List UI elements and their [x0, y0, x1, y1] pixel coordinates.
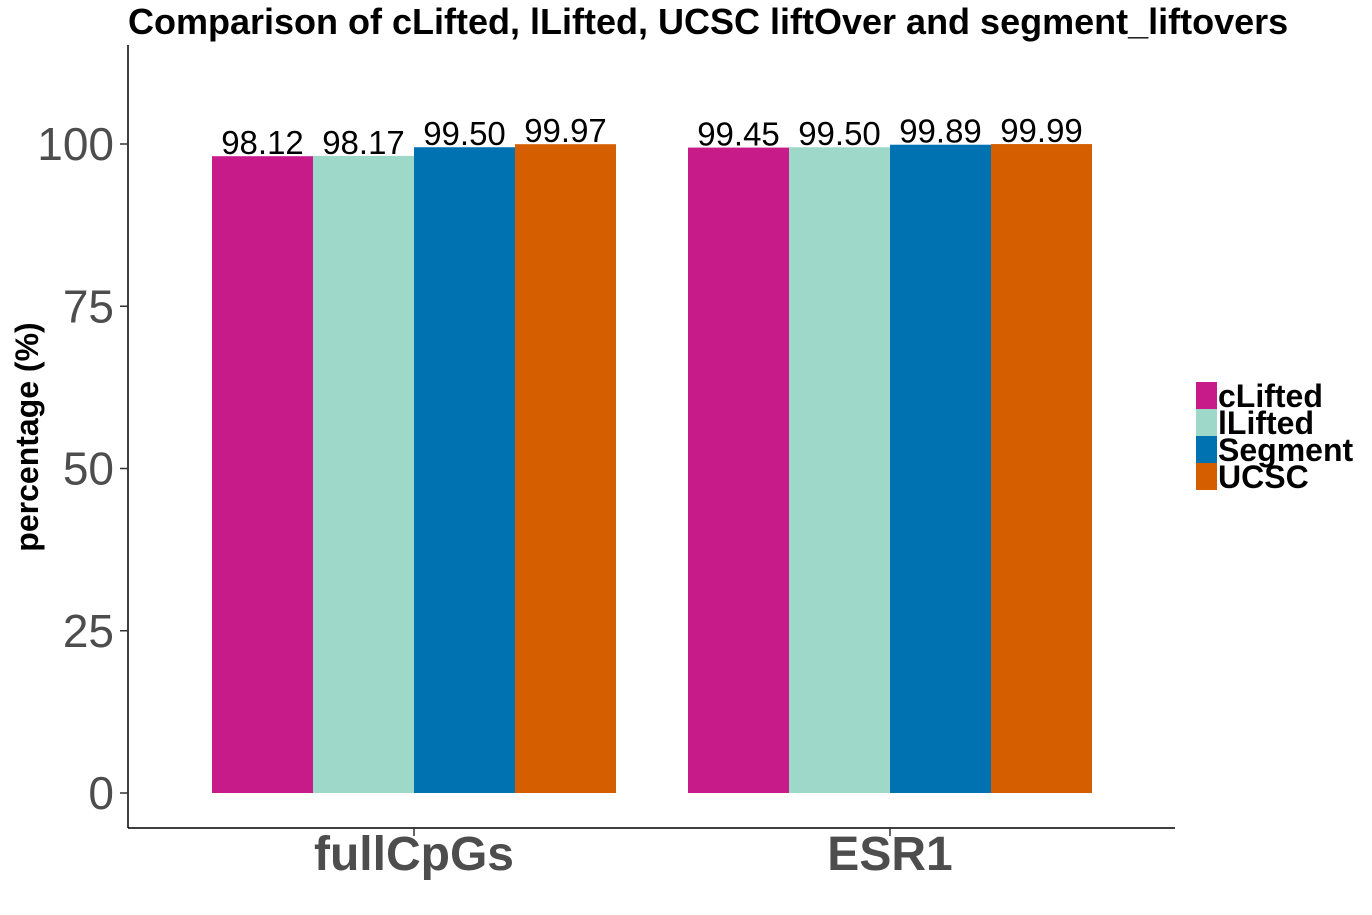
bar-value-label: 99.45 [697, 116, 780, 153]
legend-swatch-segment [1196, 436, 1217, 463]
bar-value-label: 99.50 [798, 115, 881, 152]
bar-group [212, 144, 1092, 794]
bar-clifted-fullcpgs [212, 156, 313, 794]
x-tick-label: fullCpGs [314, 828, 514, 881]
bar-value-label: 99.89 [899, 113, 982, 150]
y-tick-label: 50 [63, 443, 114, 495]
bar-llifted-esr1 [789, 147, 890, 793]
bar-value-label: 99.97 [524, 112, 607, 149]
y-tick-label: 75 [63, 280, 114, 332]
legend-label-ucsc: UCSC [1218, 459, 1309, 495]
bar-segment-esr1 [890, 144, 991, 794]
bar-value-label: 98.12 [221, 124, 304, 161]
legend-label-llifted: lLifted [1218, 405, 1314, 441]
x-tick-label: ESR1 [827, 828, 952, 881]
legend-swatch-ucsc [1196, 463, 1217, 490]
bar-value-labels: 98.12 98.17 99.50 99.97 99.45 99.50 99.89 99.99 [221, 112, 1083, 161]
y-axis-ticks: 0 25 50 75 100 [37, 118, 128, 819]
chart-title: Comparison of cLifted, lLifted, UCSC lif… [128, 1, 1288, 42]
bar-clifted-esr1 [688, 147, 789, 793]
y-axis-label: percentage (%) [9, 322, 45, 551]
legend-swatch-clifted [1196, 382, 1217, 409]
bar-value-label: 99.99 [1000, 112, 1083, 149]
y-tick-label: 0 [88, 767, 114, 819]
bar-ucsc-esr1 [991, 144, 1092, 794]
bar-value-label: 99.50 [423, 115, 506, 152]
y-tick-label: 25 [63, 605, 114, 657]
legend-swatch-llifted [1196, 409, 1217, 436]
legend-label-clifted: cLifted [1218, 378, 1323, 414]
bar-llifted-fullcpgs [313, 155, 414, 793]
bar-ucsc-fullcpgs [515, 144, 616, 793]
bar-segment-fullcpgs [414, 147, 515, 793]
x-axis-ticks: fullCpGs ESR1 [314, 828, 953, 881]
legend-label-segment: Segment [1218, 432, 1353, 468]
y-tick-label: 100 [37, 118, 114, 170]
bar-value-label: 98.17 [322, 124, 405, 161]
